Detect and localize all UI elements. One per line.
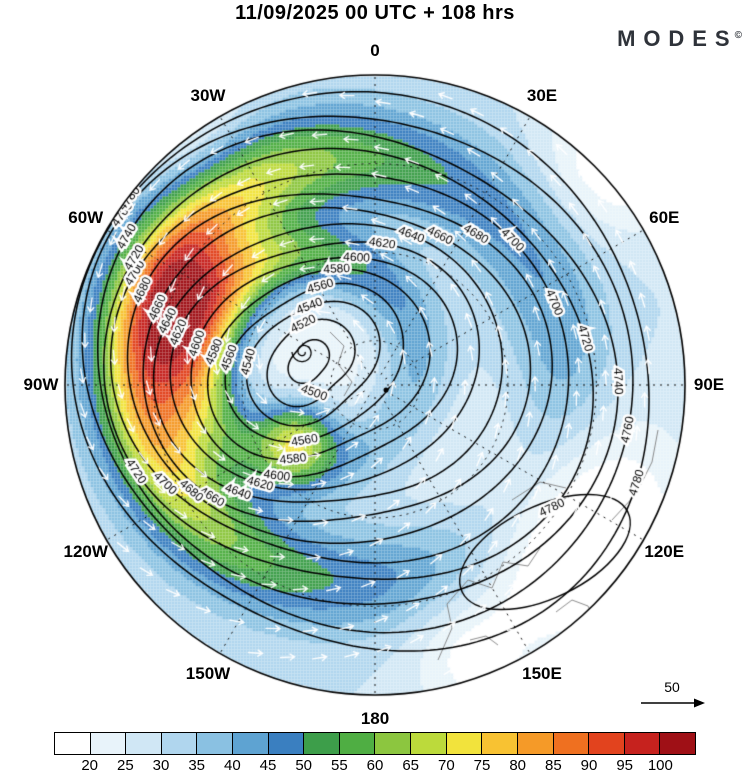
- colorbar-tick-label: 65: [402, 757, 419, 774]
- colorbar-tick-label: 55: [330, 757, 348, 774]
- colorbar-cell: [446, 733, 483, 754]
- colorbar-tick-label: 25: [116, 757, 134, 774]
- colorbar-cell: [517, 733, 554, 754]
- colorbar-tick-label: 60: [366, 757, 384, 774]
- colorbar-tick-label: 20: [81, 757, 98, 774]
- polar-map-canvas: [0, 0, 750, 730]
- colorbar-tick-label: 80: [509, 757, 526, 774]
- colorbar-tick-label: 50: [295, 757, 312, 774]
- colorbar-cell: [553, 733, 590, 754]
- colorbar-tick-label: 45: [259, 757, 277, 774]
- colorbar-cell: [339, 733, 376, 754]
- colorbar-cell: [589, 733, 625, 754]
- colorbar-tick-label: 70: [437, 757, 455, 774]
- colorbar-tick-label: 95: [616, 757, 633, 774]
- colorbar-tick-label: 100: [647, 757, 673, 774]
- colorbar-cell: [304, 733, 340, 754]
- wind-speed-colorbar: [54, 732, 696, 755]
- colorbar-tick-label: 75: [473, 757, 491, 774]
- colorbar-tick-label: 40: [223, 757, 241, 774]
- colorbar-tick-label: 85: [544, 757, 562, 774]
- colorbar-cell: [55, 733, 91, 754]
- colorbar-cell: [161, 733, 198, 754]
- colorbar-tick-label: 30: [152, 757, 170, 774]
- colorbar-cell: [411, 733, 447, 754]
- colorbar-tick-labels: 20 25 30 35 40 45 50 55 60 65 70 75 80 85 90 95 100: [54, 757, 696, 779]
- colorbar-cell: [624, 733, 661, 754]
- reference-arrow-icon: [641, 698, 705, 708]
- colorbar-tick-label: 90: [580, 757, 598, 774]
- colorbar-cell: [197, 733, 234, 754]
- colorbar-cell: [90, 733, 127, 754]
- colorbar-cell: [660, 733, 695, 754]
- colorbar-cell: [126, 733, 162, 754]
- colorbar-cell: [268, 733, 305, 754]
- colorbar-tick-label: 35: [188, 757, 205, 774]
- colorbar-cell: [482, 733, 518, 754]
- wind-reference-arrow: 50: [636, 680, 708, 714]
- reference-arrow-label: 50: [664, 679, 680, 695]
- colorbar-cell: [233, 733, 269, 754]
- colorbar-cell: [375, 733, 412, 754]
